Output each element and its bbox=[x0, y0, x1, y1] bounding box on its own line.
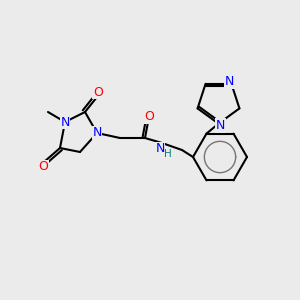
Text: N: N bbox=[92, 127, 102, 140]
Text: N: N bbox=[155, 142, 165, 155]
Text: N: N bbox=[216, 119, 225, 132]
Text: O: O bbox=[144, 110, 154, 124]
Text: N: N bbox=[60, 116, 70, 128]
Text: O: O bbox=[93, 85, 103, 98]
Text: O: O bbox=[38, 160, 48, 173]
Text: H: H bbox=[164, 149, 172, 159]
Text: N: N bbox=[225, 75, 234, 88]
